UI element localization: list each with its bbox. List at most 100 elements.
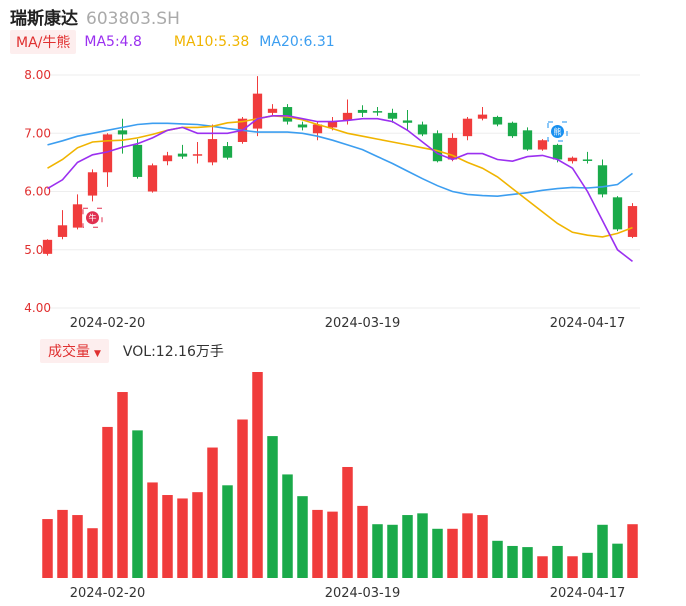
candle-body	[387, 112, 398, 119]
candle-body	[177, 153, 188, 157]
candle-body	[327, 121, 338, 128]
volume-bar	[267, 436, 278, 578]
volume-bar	[477, 515, 488, 578]
y-tick-label: 6.00	[24, 185, 51, 199]
candle-body	[402, 120, 413, 123]
volume-bar	[132, 430, 143, 578]
volume-bar	[537, 556, 548, 578]
ma10-label: MA10:5.38	[173, 34, 250, 50]
candle-body	[552, 144, 563, 160]
candle-body	[72, 204, 83, 228]
stock-name: 瑞斯康达	[10, 9, 78, 29]
volume-bar	[597, 524, 608, 578]
signal-badge: 熊	[547, 121, 568, 142]
volume-bar	[177, 498, 188, 578]
volume-bar	[372, 524, 383, 578]
volume-bar	[207, 447, 218, 578]
volume-value: VOL:12.16万手	[122, 344, 224, 360]
volume-bar	[57, 509, 68, 578]
candle-body	[147, 165, 158, 192]
stock-code: 603803.SH	[86, 9, 180, 29]
y-tick-label: 8.00	[24, 68, 51, 82]
candle-body	[342, 112, 353, 121]
candle-body	[132, 144, 143, 177]
x-tick-label: 2024-02-20	[70, 316, 146, 331]
volume-bar	[357, 505, 368, 578]
volume-bar	[492, 540, 503, 578]
ma20-line	[47, 122, 633, 198]
candle-body	[282, 107, 293, 122]
volume-bar	[282, 474, 293, 578]
volume-bar	[612, 543, 623, 578]
y-tick-label: 4.00	[24, 301, 51, 315]
signal-badge-frame	[82, 207, 103, 228]
candle-body	[267, 108, 278, 113]
candle-body	[252, 93, 263, 129]
volume-bar	[297, 496, 308, 578]
volume-x-tick-label: 2024-02-20	[70, 586, 146, 601]
volume-bar	[72, 515, 83, 578]
volume-legend: 成交量 ▼ VOL:12.16万手	[40, 339, 224, 363]
candle-body	[507, 122, 518, 137]
x-tick-label: 2024-03-19	[325, 316, 401, 331]
volume-bar	[192, 492, 203, 578]
candle-body	[627, 206, 638, 237]
ma10-line	[47, 114, 633, 238]
candle-body	[222, 146, 233, 158]
volume-bar	[342, 466, 353, 578]
volume-bar	[462, 513, 473, 578]
volume-bar	[42, 519, 53, 578]
candle-body	[537, 140, 548, 150]
volume-x-tick-label: 2024-03-19	[325, 586, 401, 601]
candle-body	[117, 130, 128, 135]
candle-body	[492, 116, 503, 125]
volume-bar	[522, 547, 533, 578]
volume-bar	[387, 524, 398, 578]
candle-body	[207, 139, 218, 163]
volume-bar	[252, 372, 263, 578]
volume-x-tick-label: 2024-04-17	[550, 586, 626, 601]
candle-body	[417, 124, 428, 135]
candle-body	[582, 159, 593, 161]
volume-bar	[222, 485, 233, 578]
volume-bar	[552, 545, 563, 578]
candle-body	[57, 225, 68, 237]
volume-bar	[567, 556, 578, 578]
volume-toggle-label: 成交量	[48, 344, 90, 360]
candle-body	[522, 130, 533, 150]
volume-bar	[582, 552, 593, 578]
volume-bar	[312, 509, 323, 578]
candle-body	[102, 134, 113, 173]
volume-bar	[102, 426, 113, 578]
volume-bar	[432, 528, 443, 578]
ma20-label: MA20:6.31	[259, 34, 335, 50]
candle-body	[567, 157, 578, 162]
ma-legend: MA/牛熊 MA5:4.8 MA10:5.38 MA20:6.31	[10, 30, 335, 54]
candle-body	[372, 111, 383, 113]
volume-bar	[417, 513, 428, 578]
volume-bar	[87, 528, 98, 578]
ma5-label: MA5:4.8	[84, 34, 142, 50]
signal-badge: 牛	[82, 207, 103, 228]
signal-badge-dot	[86, 211, 99, 225]
y-tick-label: 7.00	[24, 126, 51, 140]
candle-body	[432, 133, 443, 162]
candle-body	[612, 197, 623, 230]
candle-body	[477, 114, 488, 119]
candle-body	[162, 155, 173, 162]
volume-toggle-button[interactable]: 成交量 ▼	[40, 339, 109, 363]
x-tick-label: 2024-04-17	[550, 316, 626, 331]
volume-bar	[117, 392, 128, 578]
candle-body	[357, 109, 368, 113]
candle-body	[312, 124, 323, 134]
title-row: 瑞斯康达 603803.SH	[10, 4, 180, 29]
volume-bar	[402, 515, 413, 578]
ma5-line	[47, 115, 633, 263]
candle-body	[87, 172, 98, 196]
candle-body	[192, 154, 203, 156]
signal-badge-dot	[551, 125, 564, 139]
ma-toggle-button[interactable]: MA/牛熊	[10, 30, 77, 54]
signal-badge-label: 熊	[554, 127, 562, 137]
volume-bar	[627, 524, 638, 578]
